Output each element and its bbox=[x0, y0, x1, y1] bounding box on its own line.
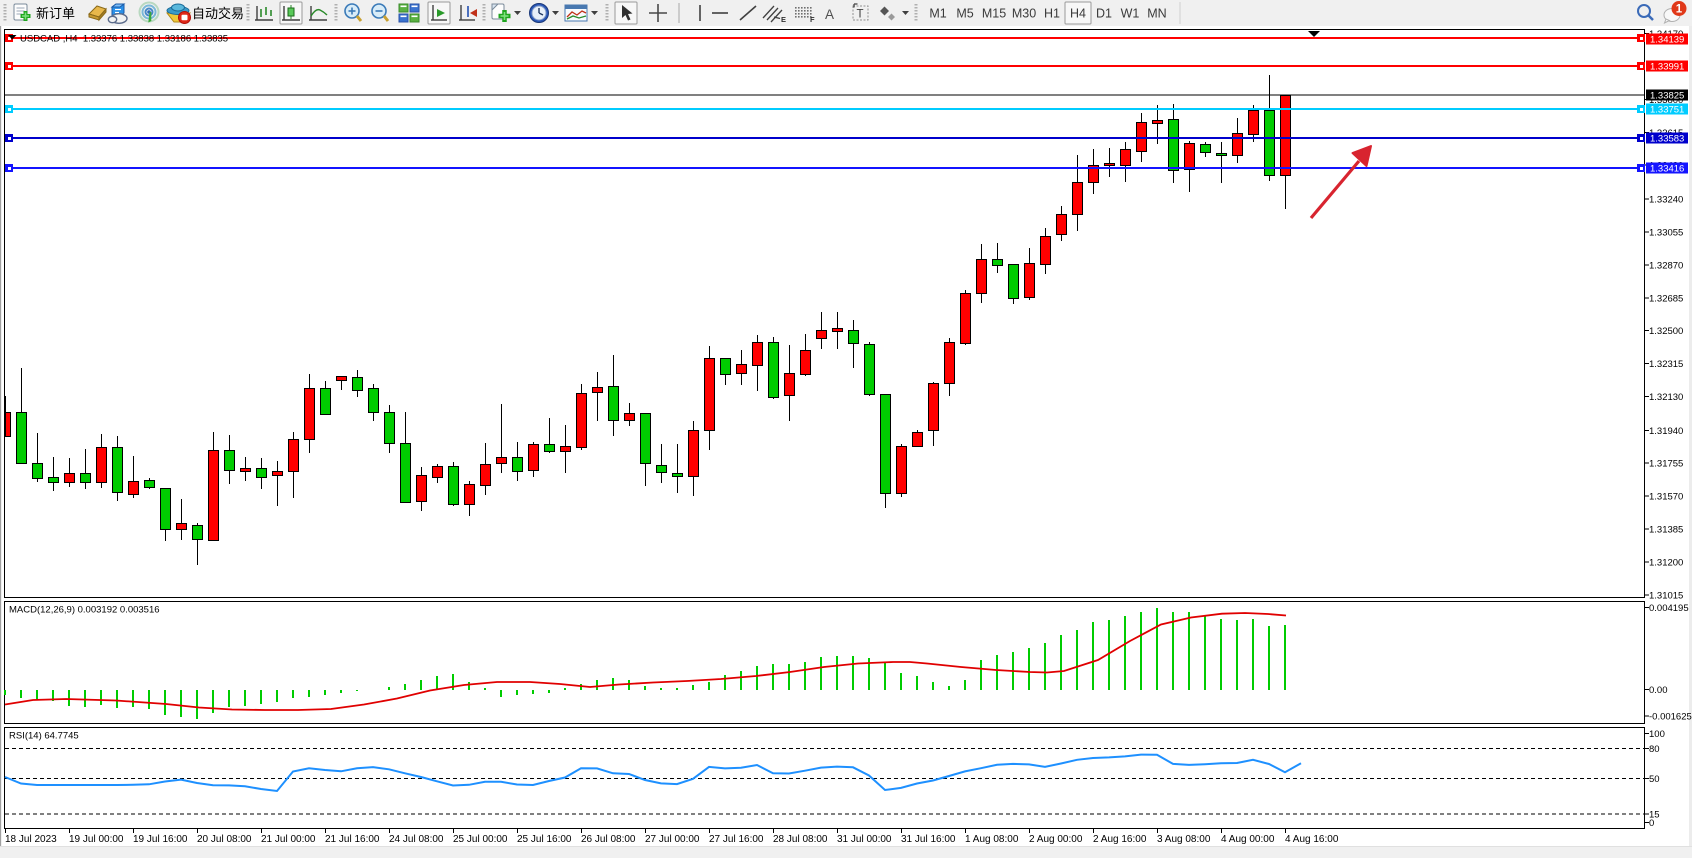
svg-text:1.33240: 1.33240 bbox=[1649, 195, 1683, 206]
svg-text:1 Aug 08:00: 1 Aug 08:00 bbox=[965, 834, 1019, 845]
svg-text:1.31940: 1.31940 bbox=[1649, 426, 1683, 437]
svg-text:1.33751: 1.33751 bbox=[1650, 105, 1684, 116]
svg-text:-0.001625: -0.001625 bbox=[1649, 712, 1692, 723]
svg-text:1.32870: 1.32870 bbox=[1649, 260, 1683, 271]
svg-text:1.33416: 1.33416 bbox=[1650, 164, 1684, 175]
svg-text:31 Jul 00:00: 31 Jul 00:00 bbox=[837, 834, 892, 845]
svg-text:RSI(14) 64.7745: RSI(14) 64.7745 bbox=[9, 731, 79, 742]
svg-text:1.32315: 1.32315 bbox=[1649, 359, 1683, 370]
svg-text:4 Aug 00:00: 4 Aug 00:00 bbox=[1221, 834, 1275, 845]
svg-text:M1: M1 bbox=[929, 7, 946, 21]
svg-text:21 Jul 16:00: 21 Jul 16:00 bbox=[325, 834, 380, 845]
svg-text:1.33991: 1.33991 bbox=[1650, 62, 1684, 73]
svg-text:1.32130: 1.32130 bbox=[1649, 392, 1683, 403]
svg-text:50: 50 bbox=[1649, 774, 1660, 785]
svg-text:1: 1 bbox=[1676, 4, 1683, 16]
svg-text:2 Aug 16:00: 2 Aug 16:00 bbox=[1093, 834, 1147, 845]
svg-text:H4: H4 bbox=[1070, 7, 1086, 21]
svg-text:18 Jul 2023: 18 Jul 2023 bbox=[5, 834, 57, 845]
svg-text:2 Aug 00:00: 2 Aug 00:00 bbox=[1029, 834, 1083, 845]
svg-text:1.31015: 1.31015 bbox=[1649, 590, 1683, 601]
svg-text:T: T bbox=[857, 9, 864, 21]
svg-text:1.34139: 1.34139 bbox=[1650, 35, 1684, 46]
svg-text:80: 80 bbox=[1649, 744, 1660, 755]
svg-text:1.32500: 1.32500 bbox=[1649, 326, 1683, 337]
svg-text:20 Jul 08:00: 20 Jul 08:00 bbox=[197, 834, 252, 845]
svg-text:M30: M30 bbox=[1012, 7, 1036, 21]
svg-text:M5: M5 bbox=[956, 7, 973, 21]
svg-text:F: F bbox=[810, 15, 815, 24]
svg-text:MN: MN bbox=[1147, 7, 1166, 21]
svg-text:1.33825: 1.33825 bbox=[1650, 91, 1684, 102]
svg-text:W1: W1 bbox=[1121, 7, 1140, 21]
svg-text:27 Jul 00:00: 27 Jul 00:00 bbox=[645, 834, 700, 845]
svg-text:28 Jul 08:00: 28 Jul 08:00 bbox=[773, 834, 828, 845]
svg-text:新订单: 新订单 bbox=[36, 6, 75, 21]
svg-text:26 Jul 08:00: 26 Jul 08:00 bbox=[581, 834, 636, 845]
svg-text:1.31570: 1.31570 bbox=[1649, 492, 1683, 503]
svg-text:15: 15 bbox=[1649, 809, 1660, 820]
svg-text:31 Jul 16:00: 31 Jul 16:00 bbox=[901, 834, 956, 845]
svg-text:E: E bbox=[781, 15, 786, 24]
svg-text:25 Jul 00:00: 25 Jul 00:00 bbox=[453, 834, 508, 845]
svg-text:25 Jul 16:00: 25 Jul 16:00 bbox=[517, 834, 572, 845]
svg-text:1.31385: 1.31385 bbox=[1649, 525, 1683, 536]
svg-text:27 Jul 16:00: 27 Jul 16:00 bbox=[709, 834, 764, 845]
svg-text:M15: M15 bbox=[982, 7, 1006, 21]
svg-text:21 Jul 00:00: 21 Jul 00:00 bbox=[261, 834, 316, 845]
svg-text:24 Jul 08:00: 24 Jul 08:00 bbox=[389, 834, 444, 845]
svg-text:3 Aug 08:00: 3 Aug 08:00 bbox=[1157, 834, 1211, 845]
svg-text:1.32685: 1.32685 bbox=[1649, 293, 1683, 304]
svg-text:19 Jul 16:00: 19 Jul 16:00 bbox=[133, 834, 188, 845]
svg-text:0: 0 bbox=[1649, 818, 1654, 829]
svg-text:4 Aug 16:00: 4 Aug 16:00 bbox=[1285, 834, 1339, 845]
svg-text:1.33583: 1.33583 bbox=[1650, 134, 1684, 145]
svg-text:1.33055: 1.33055 bbox=[1649, 228, 1683, 239]
svg-text:100: 100 bbox=[1649, 729, 1665, 740]
svg-text:D1: D1 bbox=[1096, 7, 1112, 21]
svg-text:0.004195: 0.004195 bbox=[1649, 603, 1689, 614]
svg-text:自动交易: 自动交易 bbox=[192, 6, 244, 21]
svg-text:1.31755: 1.31755 bbox=[1649, 459, 1683, 470]
svg-text:USDCAD ,H4 1.33376 1.33838 1.: USDCAD ,H4 1.33376 1.33838 1.33186 1.338… bbox=[20, 34, 228, 45]
svg-text:A: A bbox=[825, 7, 834, 22]
svg-text:0.00: 0.00 bbox=[1649, 685, 1668, 696]
svg-text:1.31200: 1.31200 bbox=[1649, 557, 1683, 568]
svg-text:MACD(12,26,9) 0.003192 0.00351: MACD(12,26,9) 0.003192 0.003516 bbox=[9, 605, 160, 616]
svg-text:19 Jul 00:00: 19 Jul 00:00 bbox=[69, 834, 124, 845]
svg-text:H1: H1 bbox=[1044, 7, 1060, 21]
